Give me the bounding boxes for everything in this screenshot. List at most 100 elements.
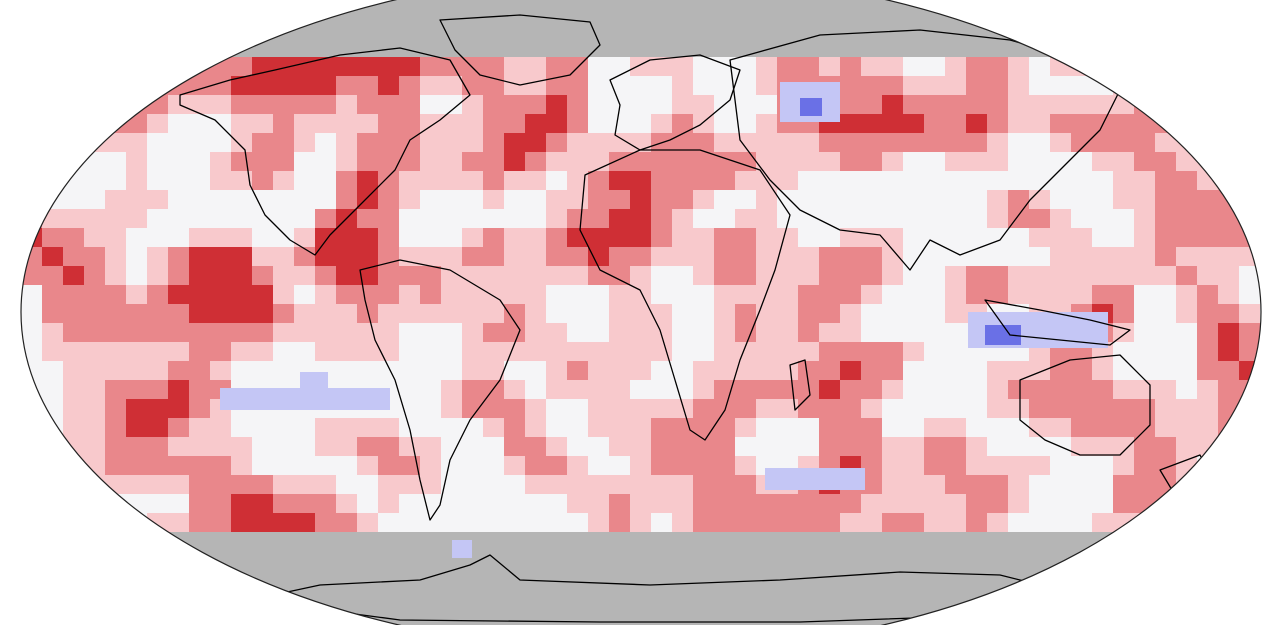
anomaly-cell <box>378 418 400 438</box>
anomaly-cell <box>252 95 274 115</box>
anomaly-cell <box>294 190 316 210</box>
anomaly-cell <box>798 266 820 286</box>
anomaly-cell <box>987 57 1009 77</box>
anomaly-cell <box>399 323 421 343</box>
anomaly-cell <box>168 114 190 134</box>
anomaly-cell <box>819 418 841 438</box>
anomaly-cell <box>462 399 484 419</box>
anomaly-cell <box>1155 437 1177 457</box>
anomaly-cell <box>1113 361 1135 381</box>
anomaly-cell <box>735 494 757 514</box>
anomaly-cell <box>273 494 295 514</box>
anomaly-cell <box>756 570 778 590</box>
anomaly-cell <box>840 323 862 343</box>
anomaly-cell <box>567 285 589 305</box>
anomaly-cell <box>1134 171 1156 191</box>
anomaly-cell <box>840 304 862 324</box>
anomaly-cell <box>420 608 442 625</box>
anomaly-cell <box>861 266 883 286</box>
anomaly-cell <box>231 456 253 476</box>
anomaly-cell <box>966 209 988 229</box>
anomaly-cell <box>672 456 694 476</box>
anomaly-cell <box>525 114 547 134</box>
anomaly-cell <box>735 570 757 590</box>
anomaly-cell <box>903 532 925 552</box>
anomaly-cell <box>861 380 883 400</box>
anomaly-cell <box>882 76 904 96</box>
anomaly-cell <box>882 247 904 267</box>
anomaly-cell <box>651 475 673 495</box>
anomaly-cell <box>189 114 211 134</box>
anomaly-cell <box>1008 285 1030 305</box>
anomaly-cell <box>546 266 568 286</box>
anomaly-cell <box>1008 494 1030 514</box>
anomaly-cell <box>504 513 526 533</box>
anomaly-cell <box>567 361 589 381</box>
anomaly-cell <box>1029 95 1051 115</box>
anomaly-cell <box>273 304 295 324</box>
anomaly-cell <box>651 532 673 552</box>
anomaly-cell <box>441 209 463 229</box>
anomaly-cell <box>966 475 988 495</box>
anomaly-cell <box>210 95 232 115</box>
anomaly-cell <box>399 152 421 172</box>
anomaly-cell <box>252 418 274 438</box>
greenland-outline <box>439 14 601 86</box>
anomaly-cell <box>966 76 988 96</box>
anomaly-cell <box>945 38 967 58</box>
anomaly-cell <box>945 323 967 343</box>
anomaly-cell <box>84 247 106 267</box>
anomaly-cell <box>21 323 43 343</box>
anomaly-cell <box>1218 342 1240 362</box>
anomaly-cell <box>189 399 211 419</box>
anomaly-cell <box>777 342 799 362</box>
anomaly-cell <box>651 608 673 625</box>
anomaly-cell <box>588 285 610 305</box>
anomaly-cell <box>546 190 568 210</box>
anomaly-cell <box>966 152 988 172</box>
anomaly-cell <box>462 456 484 476</box>
anomaly-cell <box>378 171 400 191</box>
anomaly-cell <box>966 228 988 248</box>
anomaly-cell <box>483 475 505 495</box>
anomaly-cell <box>693 57 715 77</box>
anomaly-cell <box>462 304 484 324</box>
anomaly-cell <box>924 323 946 343</box>
anomaly-cell <box>588 475 610 495</box>
anomaly-cell <box>1029 152 1051 172</box>
anomaly-cell <box>588 570 610 590</box>
anomaly-cell <box>798 342 820 362</box>
anomaly-cell <box>462 152 484 172</box>
anomaly-cell <box>315 285 337 305</box>
anomaly-cell <box>777 361 799 381</box>
anomaly-cell <box>84 380 106 400</box>
anomaly-cell <box>588 380 610 400</box>
anomaly-cell <box>126 171 148 191</box>
anomaly-cell <box>1176 228 1198 248</box>
anomaly-cell <box>378 551 400 571</box>
anomaly-cell <box>420 532 442 552</box>
anomaly-cell <box>525 209 547 229</box>
anomaly-cell <box>147 171 169 191</box>
anomaly-cell <box>756 323 778 343</box>
anomaly-cell <box>483 570 505 590</box>
anomaly-cell <box>189 209 211 229</box>
anomaly-cell <box>126 342 148 362</box>
anomaly-cell <box>315 456 337 476</box>
anomaly-cell <box>714 361 736 381</box>
anomaly-cell <box>861 608 883 625</box>
anomaly-cell <box>1134 228 1156 248</box>
anomaly-cell <box>714 228 736 248</box>
anomaly-cell <box>273 532 295 552</box>
anomaly-cell <box>462 38 484 58</box>
anomaly-cell <box>693 494 715 514</box>
anomaly-cell <box>903 152 925 172</box>
anomaly-cell <box>966 95 988 115</box>
anomaly-cell <box>903 361 925 381</box>
anomaly-cell <box>336 551 358 571</box>
anomaly-cell <box>168 285 190 305</box>
anomaly-cell <box>756 38 778 58</box>
anomaly-cell <box>273 76 295 96</box>
europe-outline <box>609 54 741 151</box>
